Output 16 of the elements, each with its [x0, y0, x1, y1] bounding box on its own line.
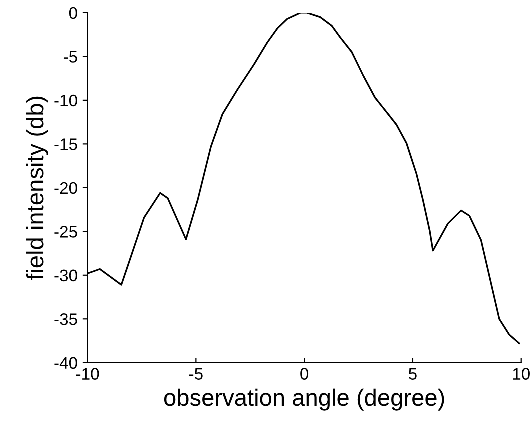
x-tick-label: -10	[76, 368, 100, 380]
x-axis-title: observation angle (degree)	[164, 388, 444, 411]
y-tick-label: -40	[54, 357, 78, 370]
x-tick-label: -5	[190, 368, 203, 380]
y-tick-label: -15	[54, 138, 78, 150]
y-axis-title: field intensity (db)	[26, 96, 48, 280]
y-tick-label: -30	[54, 270, 78, 282]
y-tick-label: -25	[54, 226, 78, 238]
y-tick-label: 0	[69, 7, 78, 20]
x-tick-label: 5	[409, 368, 417, 380]
x-tick-label: 10	[513, 368, 530, 380]
y-tick-label: -20	[54, 182, 78, 194]
x-tick-label: 0	[300, 368, 309, 380]
y-tick-label: -10	[54, 94, 78, 107]
y-tick-label: -35	[54, 314, 78, 326]
y-tick-label: -5	[64, 51, 78, 63]
